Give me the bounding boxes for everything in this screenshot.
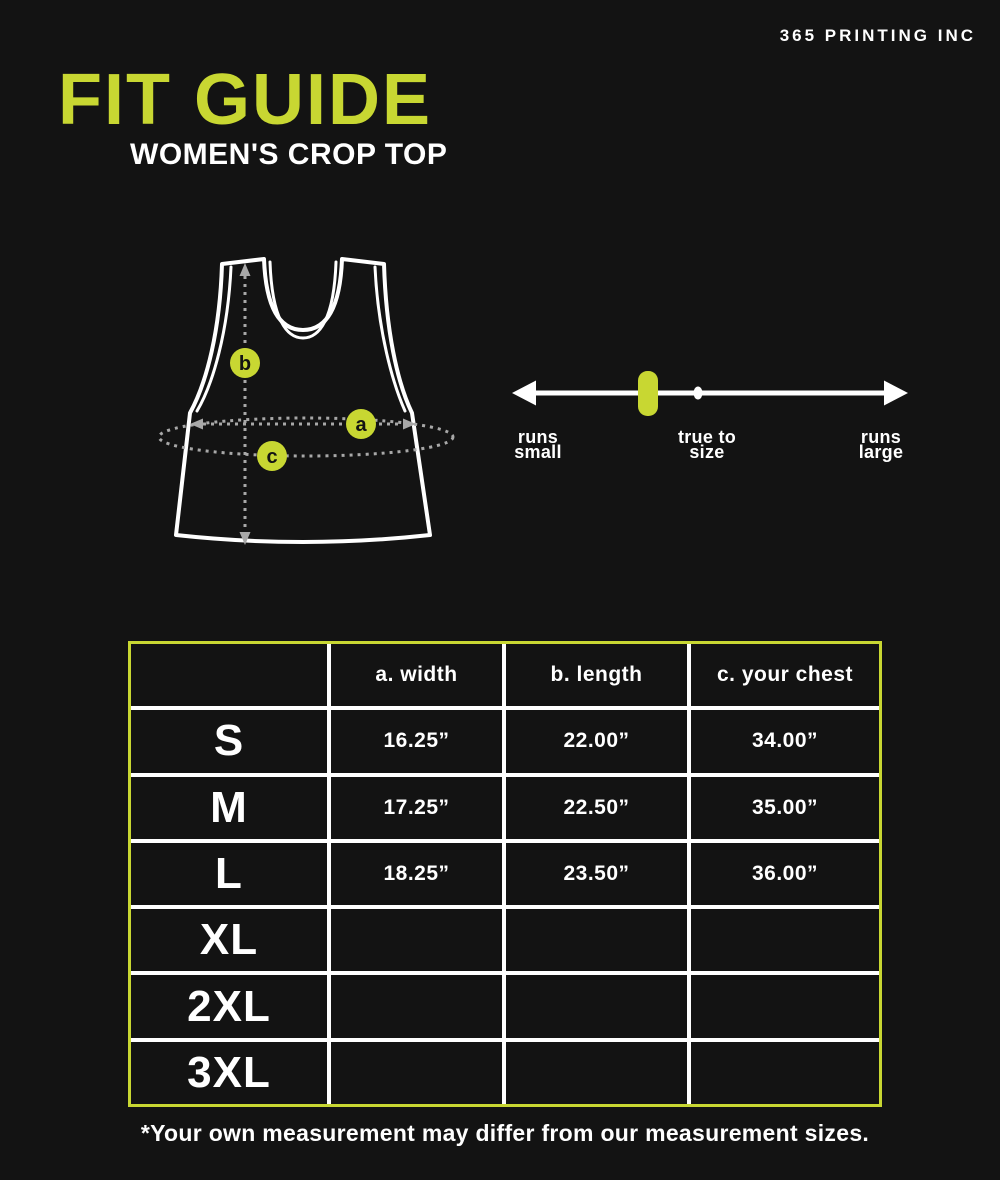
column-header-size	[131, 644, 327, 707]
width-value	[331, 909, 502, 972]
footnote: *Your own measurement may differ from ou…	[140, 1120, 870, 1146]
true-to-size-tick	[693, 386, 703, 400]
size-label: 2XL	[131, 975, 327, 1038]
chest-measure-ellipse	[157, 416, 455, 458]
width-value: 16.25”	[331, 710, 502, 773]
column-header-chest: c. your chest	[691, 644, 879, 707]
marker-b-circle	[230, 348, 260, 378]
column-header-length: b. length	[506, 644, 687, 707]
scale-arrowhead-right-icon	[884, 380, 908, 406]
arrowhead-up-icon	[239, 263, 251, 276]
width-value: 18.25”	[331, 842, 502, 906]
size-label: XL	[131, 909, 327, 972]
size-label: S	[131, 710, 327, 773]
chest-value	[691, 975, 879, 1038]
page-title: FIT GUIDE	[58, 60, 432, 140]
scale-arrowhead-left-icon	[512, 380, 536, 406]
length-value	[506, 975, 687, 1038]
scale-label-runs-large: runs large	[858, 427, 904, 462]
shirt-outline	[174, 257, 432, 544]
scale-line	[534, 390, 886, 396]
chest-value: 36.00”	[691, 842, 879, 906]
arrowhead-down-icon	[239, 532, 251, 545]
armhole-inner-line-left	[195, 265, 233, 413]
length-value: 22.50”	[506, 776, 687, 839]
width-value	[331, 1041, 502, 1104]
brand-name: 365 PRINTING INC	[779, 26, 976, 45]
arrowhead-left-icon	[190, 418, 203, 430]
size-label: M	[131, 776, 327, 839]
collar-inner-line	[268, 260, 338, 340]
marker-c-label: c	[266, 446, 277, 468]
length-value	[506, 1041, 687, 1104]
width-value	[331, 975, 502, 1038]
length-value: 22.00”	[506, 710, 687, 773]
size-label: 3XL	[131, 1041, 327, 1104]
chest-value: 35.00”	[691, 776, 879, 839]
marker-a-label: a	[355, 414, 367, 436]
fit-scale	[512, 371, 908, 416]
arrowhead-right-icon	[403, 418, 416, 430]
chest-value	[691, 909, 879, 972]
column-header-width: a. width	[331, 644, 502, 707]
page-subtitle: WOMEN'S CROP TOP	[130, 138, 448, 171]
marker-b-label: b	[239, 353, 251, 375]
armhole-inner-line-right	[373, 265, 407, 413]
fit-indicator-pill	[638, 371, 658, 416]
marker-a-circle	[346, 409, 376, 439]
scale-label-runs-small: runs small	[514, 427, 562, 462]
chest-value	[691, 1041, 879, 1104]
crop-top-diagram: b a c	[157, 257, 455, 545]
length-value: 23.50”	[506, 842, 687, 906]
marker-c-circle	[257, 441, 287, 471]
size-table: a. width b. length c. your chest S 16.25…	[128, 641, 882, 1107]
scale-label-true-to-size: true to size	[677, 427, 737, 462]
chest-value: 34.00”	[691, 710, 879, 773]
length-value	[506, 909, 687, 972]
size-label: L	[131, 842, 327, 906]
width-value: 17.25”	[331, 776, 502, 839]
